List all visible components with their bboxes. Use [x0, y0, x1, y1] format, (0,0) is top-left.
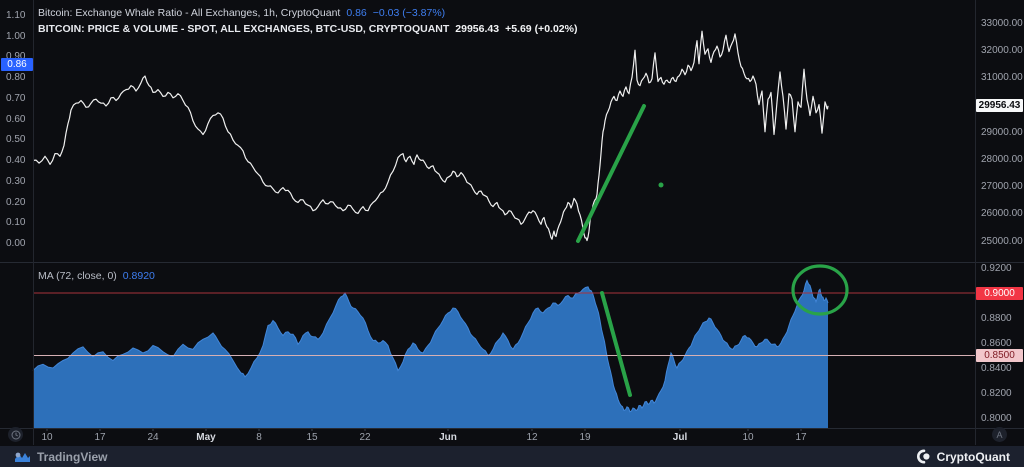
trendline-up-annotation[interactable] [576, 104, 646, 243]
left-scale-tick-label: 0.70 [6, 92, 26, 104]
footer-bar: TradingView CryptoQuant [0, 446, 1024, 467]
series-value-btc-price: 29956.43 [455, 23, 500, 35]
left-scale-tick-label: 0.20 [6, 196, 26, 208]
cryptoquant-logo-icon [916, 449, 930, 464]
series-change-btc-price: +5.69 (+0.02%) [505, 23, 578, 35]
tradingview-logo-icon [15, 452, 30, 462]
series-value-whale-ratio: 0.86 [346, 7, 367, 19]
time-axis-day-label: 15 [306, 432, 318, 443]
dot-annotation[interactable] [658, 182, 664, 188]
right-scale-tick-label: 27000.00 [981, 181, 1023, 193]
panel-separator[interactable] [0, 262, 1024, 263]
ma-scale-tick-label: 0.9200 [981, 263, 1012, 274]
series-title-whale-ratio: Bitcoin: Exchange Whale Ratio - All Exch… [38, 7, 341, 19]
ma-area-series [33, 280, 828, 428]
whale-ratio-current-badge: 0.86 [1, 58, 33, 72]
time-axis-day-label: 24 [147, 432, 159, 443]
left-scale-tick-label: 1.00 [6, 30, 26, 42]
time-axis-day-label: 17 [795, 432, 807, 443]
left-scale-tick-label: 0.80 [6, 72, 26, 84]
trendline-down-annotation[interactable] [600, 291, 632, 397]
legend: Bitcoin: Exchange Whale Ratio - All Exch… [38, 6, 577, 38]
right-scale-tick-label: 29000.00 [981, 126, 1023, 138]
btc-price-line-series [32, 30, 829, 242]
ma-indicator-label: MA (72, close, 0) [38, 270, 117, 282]
tradingview-label: TradingView [37, 449, 108, 464]
right-scale-tick-label: 28000.00 [981, 154, 1023, 165]
cryptoquant-brand[interactable]: CryptoQuant [915, 449, 1010, 464]
right-scale-tick-label: 31000.00 [981, 72, 1023, 84]
tradingview-brand[interactable]: TradingView [14, 450, 107, 464]
time-axis-day-label: 22 [359, 432, 371, 443]
ma-scale-tick-label: 0.8800 [981, 313, 1012, 324]
time-axis-month-label: May [196, 432, 216, 443]
legend-row-ma[interactable]: MA (72, close, 0) 0.8920 [38, 270, 155, 282]
right-scale-tick-label: 32000.00 [981, 45, 1023, 57]
time-axis-day-label: 8 [256, 432, 262, 443]
timezone-clock-button[interactable] [8, 427, 23, 442]
legend-row-whale-ratio[interactable]: Bitcoin: Exchange Whale Ratio - All Exch… [38, 6, 577, 21]
auto-scale-button[interactable]: A [992, 427, 1007, 442]
series-title-btc-price: BITCOIN: PRICE & VOLUME - SPOT, ALL EXCH… [38, 23, 450, 35]
time-axis-month-label: Jun [439, 432, 457, 443]
time-axis-day-label: 10 [742, 432, 754, 443]
right-scale-tick-label: 26000.00 [981, 208, 1023, 220]
time-axis-month-label: Jul [672, 432, 688, 443]
legend-row-btc-price[interactable]: BITCOIN: PRICE & VOLUME - SPOT, ALL EXCH… [38, 22, 577, 37]
time-axis-day-label: 17 [94, 432, 106, 443]
right-scale-tick-label: 25000.00 [981, 235, 1023, 247]
ma-indicator-value: 0.8920 [122, 270, 155, 282]
ellipse-highlight-annotation[interactable] [791, 264, 849, 316]
time-axis-border [0, 428, 1024, 429]
left-scale-border [33, 0, 34, 445]
ma-scale-tick-label: 0.8400 [981, 363, 1012, 374]
left-scale-tick-label: 0.10 [6, 217, 26, 229]
time-axis-day-label: 12 [526, 432, 538, 443]
alert-level-badge-085: 0.8500 [976, 349, 1023, 362]
left-scale-tick-label: 0.00 [6, 237, 26, 249]
time-axis-day-label: 10 [41, 432, 53, 443]
right-scale-tick-label: 33000.00 [981, 18, 1023, 29]
alert-level-badge-090: 0.9000 [976, 286, 1023, 300]
right-scale-border [975, 0, 976, 445]
left-scale-tick-label: 0.50 [6, 134, 26, 146]
series-change-whale-ratio: −0.03 (−3.87%) [372, 7, 446, 19]
clock-icon [11, 430, 20, 439]
left-scale-tick-label: 1.10 [6, 10, 26, 21]
cryptoquant-label: CryptoQuant [936, 449, 1010, 464]
ma-scale-tick-label: 0.8000 [981, 413, 1012, 424]
btc-price-current-badge: 29956.43 [976, 99, 1023, 113]
left-scale-tick-label: 0.30 [6, 175, 26, 187]
ma-scale-tick-label: 0.8600 [981, 338, 1012, 349]
left-scale-tick-label: 0.40 [6, 155, 26, 167]
left-scale-tick-label: 0.90 [6, 51, 26, 63]
ma-scale-tick-label: 0.8200 [981, 388, 1012, 399]
left-scale-tick-label: 0.60 [6, 113, 26, 125]
time-axis-day-label: 19 [579, 432, 591, 443]
ma-area-edge [32, 279, 829, 413]
